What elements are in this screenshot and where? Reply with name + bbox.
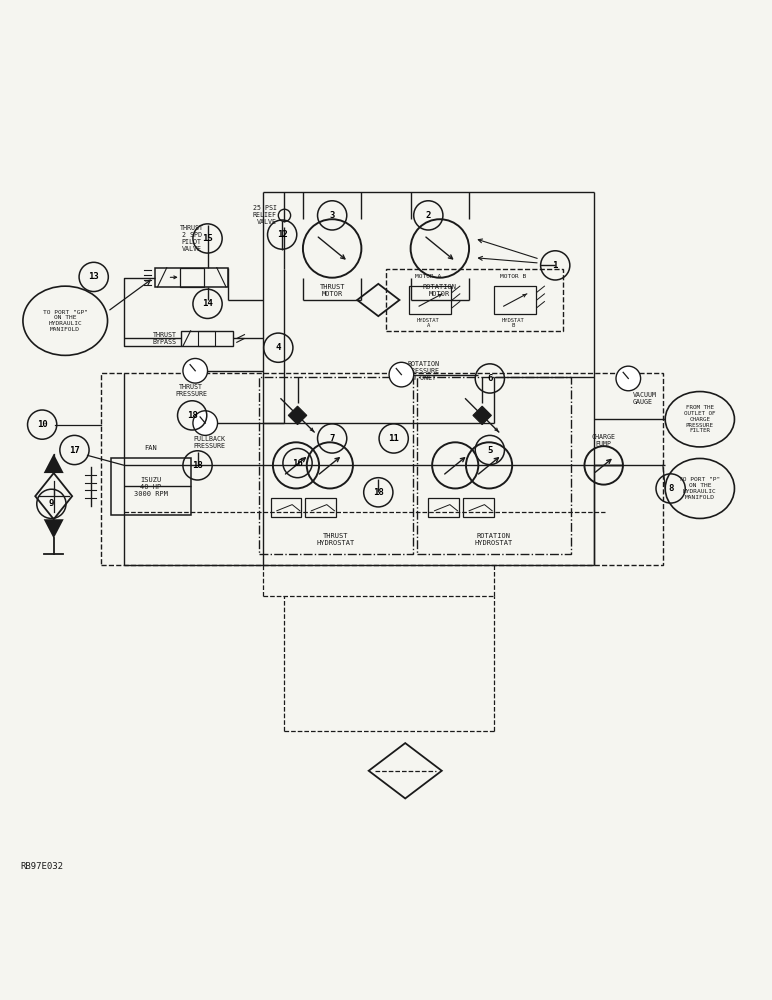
Polygon shape: [473, 406, 492, 425]
Circle shape: [193, 411, 218, 435]
Text: THRUST
BYPASS: THRUST BYPASS: [153, 332, 177, 345]
Text: 4: 4: [276, 343, 281, 352]
Text: ISUZU
40 HP
3000 RPM: ISUZU 40 HP 3000 RPM: [134, 477, 168, 497]
Text: 16: 16: [292, 459, 303, 468]
Circle shape: [616, 366, 641, 391]
Text: THRUST
MOTOR: THRUST MOTOR: [320, 284, 345, 297]
Text: 8: 8: [668, 484, 673, 493]
Bar: [271, 498, 301, 517]
Bar: [181, 331, 233, 346]
Bar: [305, 498, 336, 517]
Text: 6: 6: [487, 374, 493, 383]
Polygon shape: [288, 406, 306, 425]
Text: FAN: FAN: [144, 445, 157, 451]
Text: 5: 5: [487, 446, 493, 455]
Text: HYDSTAT
B: HYDSTAT B: [502, 318, 524, 328]
Text: 18: 18: [192, 461, 203, 470]
Text: RB97E032: RB97E032: [21, 862, 63, 871]
Text: CHARGE
PUMP: CHARGE PUMP: [591, 434, 616, 447]
Text: PULLBACK
PRESSURE: PULLBACK PRESSURE: [193, 436, 225, 449]
Text: THRUST
2 SPD
PILOT
VALVE: THRUST 2 SPD PILOT VALVE: [180, 225, 204, 252]
Text: 15: 15: [202, 234, 213, 243]
Text: 12: 12: [277, 230, 287, 239]
Bar: [198, 331, 215, 346]
Text: ROTATION
HYDROSTAT: ROTATION HYDROSTAT: [475, 533, 513, 546]
Bar: [259, 377, 413, 554]
Polygon shape: [44, 519, 64, 538]
Text: VACUUM
GAUGE: VACUUM GAUGE: [633, 392, 657, 405]
Text: 9: 9: [49, 499, 54, 508]
Text: TO PORT "GP"
ON THE
HYDRAULIC
MANIFOLD: TO PORT "GP" ON THE HYDRAULIC MANIFOLD: [42, 310, 88, 332]
Text: ROTATION
MOTOR: ROTATION MOTOR: [423, 284, 457, 297]
Bar: [386, 269, 563, 331]
Text: 7: 7: [330, 434, 335, 443]
Bar: [428, 498, 459, 517]
Text: 18: 18: [187, 411, 198, 420]
Bar: [180, 268, 204, 287]
Text: 1: 1: [553, 261, 558, 270]
Bar: [110, 458, 191, 515]
Text: TO PORT "P"
ON THE
HYDRAULIC
MANIFOLD: TO PORT "P" ON THE HYDRAULIC MANIFOLD: [679, 477, 720, 500]
Text: 2: 2: [425, 211, 431, 220]
Circle shape: [389, 362, 414, 387]
Text: 10: 10: [37, 420, 48, 429]
Text: 11: 11: [388, 434, 399, 443]
Text: ROTATION
PRESSURE
CW ONLY: ROTATION PRESSURE CW ONLY: [408, 361, 439, 381]
Bar: [463, 498, 493, 517]
Polygon shape: [44, 454, 64, 473]
Text: FROM THE
OUTLET OF
CHARGE
PRESSURE
FILTER: FROM THE OUTLET OF CHARGE PRESSURE FILTE…: [684, 405, 716, 433]
Circle shape: [183, 358, 208, 383]
Bar: [493, 286, 536, 314]
Text: THRUST
PRESSURE: THRUST PRESSURE: [175, 384, 208, 397]
Text: MOTOR B: MOTOR B: [499, 274, 526, 279]
Text: THRUST
HYDROSTAT: THRUST HYDROSTAT: [317, 533, 355, 546]
Bar: [101, 373, 663, 565]
Text: 18: 18: [373, 488, 384, 497]
Text: HYDSTAT
A: HYDSTAT A: [417, 318, 440, 328]
Bar: [417, 377, 571, 554]
Text: 14: 14: [202, 299, 213, 308]
Bar: [155, 268, 229, 287]
Text: 25 PSI
RELIEF
VALVE: 25 PSI RELIEF VALVE: [252, 205, 277, 225]
Text: 17: 17: [69, 446, 80, 455]
Text: 13: 13: [88, 272, 99, 281]
Bar: [409, 286, 452, 314]
Text: MOTOR A: MOTOR A: [415, 274, 442, 279]
Text: 3: 3: [330, 211, 335, 220]
